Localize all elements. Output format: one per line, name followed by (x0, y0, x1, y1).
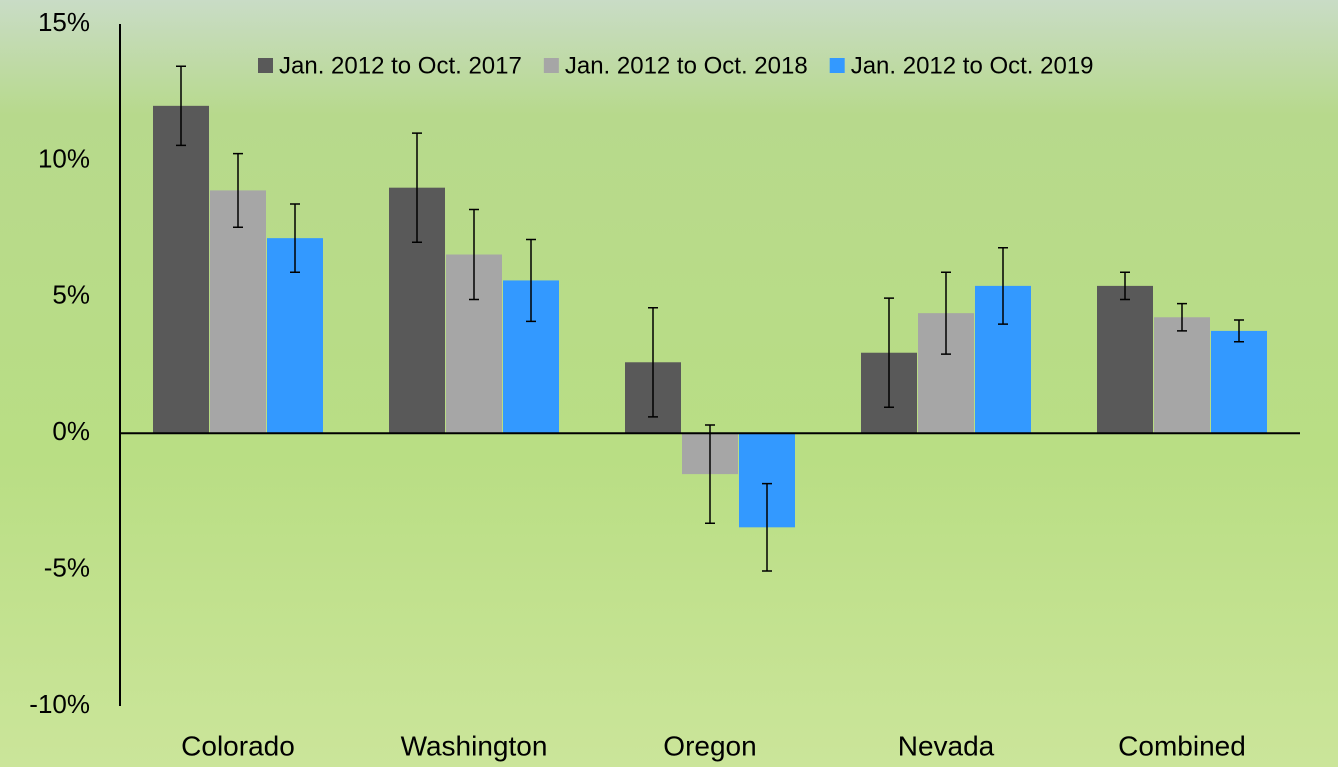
error-bar (1234, 319, 1244, 343)
legend-swatch (258, 58, 273, 73)
y-tick-label: 15% (38, 7, 90, 37)
error-bar (526, 238, 536, 323)
y-tick-label: 10% (38, 143, 90, 173)
error-bar (705, 424, 715, 524)
error-bar (412, 132, 422, 243)
bar (1211, 330, 1267, 434)
error-bar (1120, 271, 1130, 301)
y-tick-label: -5% (44, 552, 90, 582)
error-bar (233, 152, 243, 228)
error-bar (290, 203, 300, 273)
error-bar (176, 65, 186, 147)
error-bar (884, 297, 894, 409)
error-bar (762, 482, 772, 572)
x-tick-label: Nevada (898, 730, 995, 761)
error-bar (648, 306, 658, 418)
bar (210, 190, 266, 434)
legend-label: Jan. 2012 to Oct. 2018 (565, 52, 808, 79)
error-bar (469, 208, 479, 301)
error-bar (1177, 302, 1187, 332)
y-tick-label: -10% (29, 689, 90, 719)
legend-swatch (543, 58, 559, 73)
x-tick-label: Washington (401, 730, 548, 761)
legend-swatch (829, 58, 845, 73)
bar (1154, 317, 1210, 434)
y-tick-label: 0% (52, 416, 90, 446)
legend-label: Jan. 2012 to Oct. 2017 (279, 52, 522, 79)
error-bar (998, 246, 1008, 325)
legend-label: Jan. 2012 to Oct. 2019 (851, 52, 1094, 79)
bar (1097, 285, 1153, 434)
error-bar (941, 271, 951, 355)
x-tick-label: Colorado (181, 730, 295, 761)
x-tick-label: Oregon (663, 730, 756, 761)
y-tick-label: 5% (52, 280, 90, 310)
x-tick-label: Combined (1118, 730, 1246, 761)
bar (153, 105, 209, 434)
